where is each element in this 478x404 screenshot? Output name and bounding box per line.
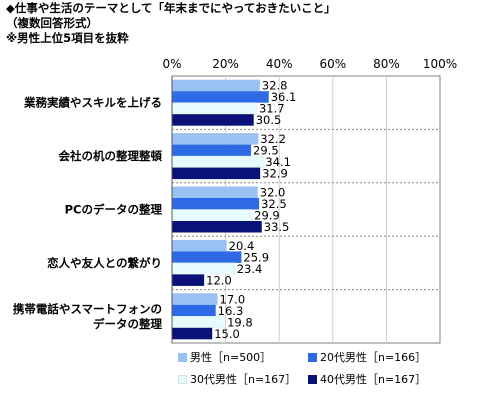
- legend-label-4: 40代男性［n=167］: [320, 373, 427, 386]
- chart-title: ◆仕事や生活のテーマとして「年末までにやっておきたいこと」 （複数回答形式） ※…: [6, 1, 336, 46]
- bar: [172, 239, 227, 252]
- x-tick-label: 100%: [423, 57, 457, 71]
- data-label: 29.9: [254, 209, 280, 223]
- legend-swatch-4: [308, 374, 317, 384]
- bar: [171, 102, 258, 115]
- legend-item-2: 20代男性［n=166］: [308, 349, 426, 365]
- legend-swatch-1: [178, 352, 187, 362]
- data-label: 12.0: [206, 273, 232, 287]
- bar: [172, 251, 242, 263]
- category-label: 恋人や友人との繋がり: [47, 256, 162, 270]
- bar: [172, 198, 260, 210]
- legend-label-1: 男性［n=500］: [190, 351, 272, 364]
- data-label: 31.7: [259, 102, 285, 116]
- legend-label-2: 20代男性［n=166］: [320, 351, 427, 364]
- data-label: 34.1: [265, 155, 291, 169]
- data-label: 30.5: [256, 113, 282, 127]
- data-label: 25.9: [243, 250, 269, 264]
- x-tick-label: 40%: [266, 57, 293, 71]
- category-label: 会社の机の整理整頓: [58, 149, 163, 163]
- bar: [172, 167, 261, 180]
- bar: [172, 304, 216, 317]
- bar: [172, 293, 218, 305]
- data-label: 32.5: [261, 197, 287, 211]
- category-label: PCのデータの整理: [65, 203, 163, 217]
- data-label: 19.8: [227, 315, 253, 329]
- legend-swatch-3: [178, 374, 187, 384]
- x-tick-label: 20%: [212, 57, 239, 71]
- bar: [172, 114, 254, 126]
- legend-item-1: 男性［n=500］: [178, 349, 271, 365]
- bar: [172, 186, 258, 198]
- data-label: 32.8: [262, 79, 288, 93]
- category-label: データの整理: [93, 317, 162, 331]
- data-label: 36.1: [271, 90, 297, 104]
- data-label: 32.0: [260, 186, 286, 200]
- data-label: 32.9: [262, 167, 288, 181]
- bar: [172, 221, 262, 233]
- bar: [172, 79, 260, 92]
- legend-swatch-2: [308, 352, 317, 362]
- title-line-1: ◆仕事や生活のテーマとして「年末までにやっておきたいこと」: [6, 1, 336, 15]
- data-label: 23.4: [237, 262, 263, 276]
- legend-label-3: 30代男性［n=167］: [190, 373, 297, 386]
- data-label: 29.5: [253, 144, 279, 158]
- legend-item-3: 30代男性［n=167］: [178, 371, 296, 387]
- title-line-2: （複数回答形式）: [6, 16, 98, 30]
- title-line-3: ※男性上位5項目を抜粋: [6, 31, 129, 45]
- bar: [172, 274, 205, 286]
- legend-item-4: 40代男性［n=167］: [308, 371, 426, 387]
- x-tick-label: 80%: [373, 57, 400, 71]
- bar: [172, 133, 259, 145]
- data-label: 16.3: [218, 304, 244, 318]
- bar: [172, 327, 213, 340]
- bar: [172, 144, 252, 157]
- category-label: 携帯電話やスマートフォンの: [13, 302, 162, 316]
- x-tick-label: 0%: [162, 57, 181, 71]
- x-tick-label: 60%: [319, 57, 346, 71]
- data-label: 20.4: [229, 239, 255, 253]
- data-label: 17.0: [220, 292, 246, 306]
- data-label: 32.2: [260, 132, 286, 146]
- data-label: 33.5: [264, 220, 290, 234]
- bar: [172, 91, 269, 103]
- bar: [171, 155, 264, 168]
- bar: [171, 209, 253, 222]
- data-label: 15.0: [214, 327, 240, 341]
- category-label: 業務実績やスキルを上げる: [23, 96, 162, 110]
